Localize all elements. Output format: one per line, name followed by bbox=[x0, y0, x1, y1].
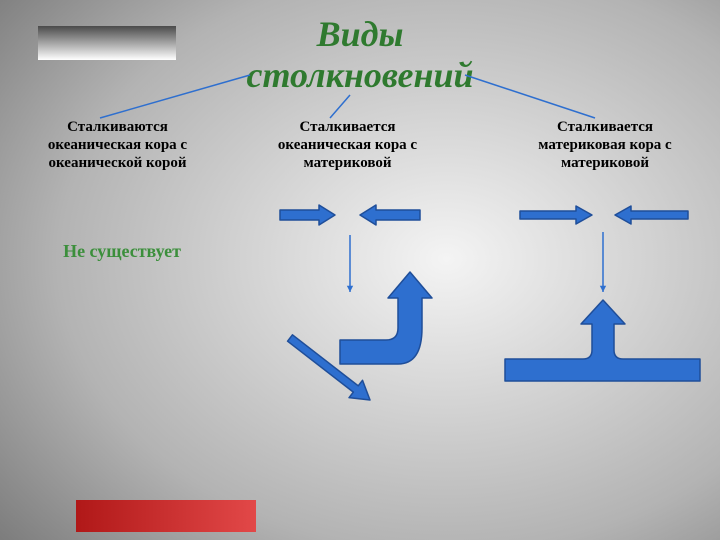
collision-diagrams bbox=[0, 0, 720, 540]
footer-accent-box bbox=[76, 500, 256, 532]
